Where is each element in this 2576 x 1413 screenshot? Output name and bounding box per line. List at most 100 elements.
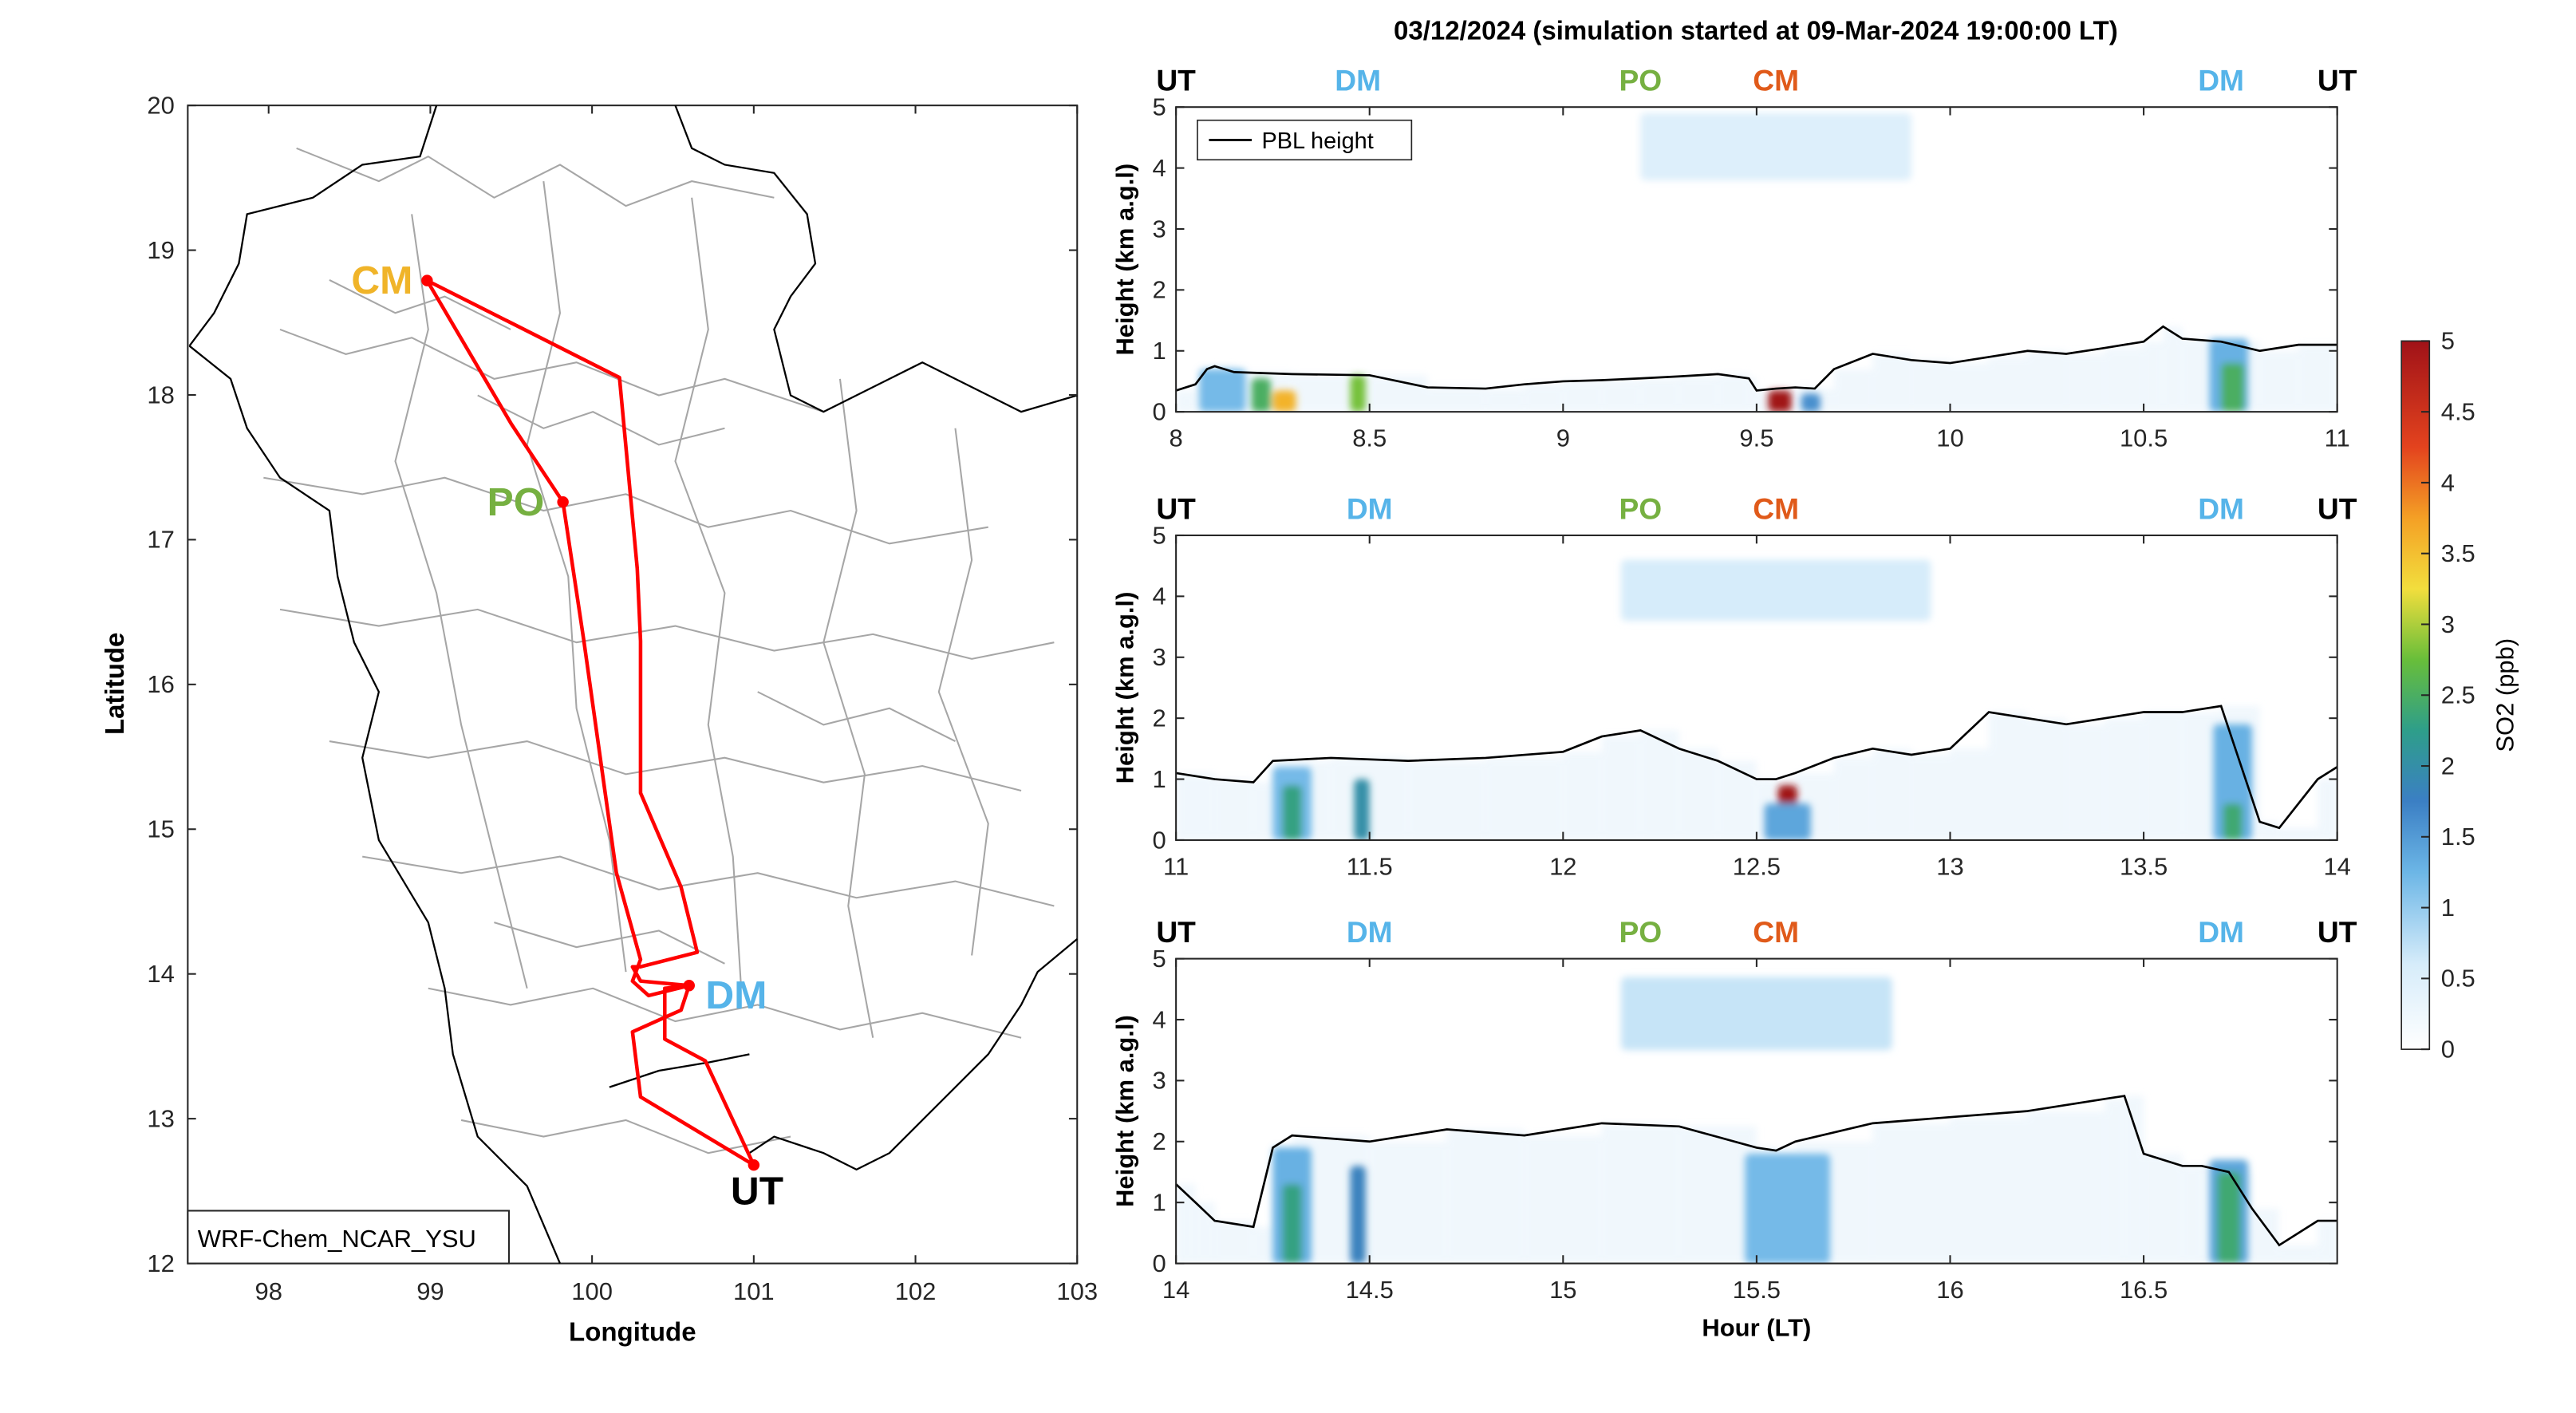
so2-background-cell <box>1525 1135 1602 1263</box>
so2-background-cell <box>1602 736 1641 840</box>
xtick-label: 11.5 <box>1347 852 1393 880</box>
so2-background-cell <box>1525 385 1564 412</box>
model-label: WRF-Chem_NCAR_YSU <box>198 1225 476 1253</box>
ytick-label: 3 <box>1153 215 1166 243</box>
map-axes-frame <box>187 105 1077 1263</box>
colorbar-label: SO2 (ppb) <box>2491 638 2519 752</box>
so2-background-cell <box>1602 1123 1679 1264</box>
ytick-label: 5 <box>1153 945 1166 973</box>
figure-title: 03/12/2024 (simulation started at 09-Mar… <box>1394 16 2118 45</box>
colorbar-tick-label: 1.5 <box>2441 823 2475 851</box>
site-label-dm: DM <box>1335 64 1381 97</box>
so2-background-cell <box>1563 381 1602 412</box>
station-dot-po <box>557 496 568 507</box>
station-label-dm: DM <box>705 973 767 1017</box>
so2-background-cell <box>1718 374 1749 412</box>
xtick-label: 11 <box>1163 852 1189 880</box>
so2-background-cell <box>2144 1154 2183 1264</box>
so2-plume <box>1272 390 1296 412</box>
so2-background-cell <box>1989 712 2028 840</box>
so2-background-cell <box>1989 357 2028 412</box>
so2-background-cell <box>1872 354 1911 412</box>
xtick-label: 12 <box>1549 852 1576 880</box>
so2-background-cell <box>2279 828 2318 840</box>
xtick-label: 10 <box>1936 424 1963 452</box>
so2-background-cell <box>2105 718 2144 840</box>
ytick-label: 0 <box>1153 826 1166 854</box>
map-xtick-label: 103 <box>1056 1277 1098 1305</box>
so2-background-cell <box>1872 1123 1950 1264</box>
curtain-panel-1: 8 8.5 9 9.5 10 10.5 11 0 1 2 3 4 5 Height (km a.g.l) U… <box>1110 64 2357 452</box>
so2-background-cell <box>1563 752 1602 840</box>
xtick-label: 16.5 <box>2120 1276 2168 1304</box>
map-ytick-label: 14 <box>147 960 174 988</box>
map-ytick-label: 19 <box>147 236 174 264</box>
xtick-label: 8 <box>1170 424 1183 452</box>
colorbar-tick-label: 4 <box>2441 468 2455 496</box>
so2-background-cell <box>2028 351 2067 412</box>
so2-background-cell <box>1447 1129 1525 1263</box>
so2-background-cell <box>2144 341 2163 412</box>
xtick-label: 15.5 <box>1733 1276 1781 1304</box>
xtick-label: 16 <box>1936 1276 1963 1304</box>
site-label-cm: CM <box>1753 491 1799 525</box>
site-label-ut: UT <box>2318 64 2357 97</box>
so2-plume <box>1199 369 1245 412</box>
site-label-ut: UT <box>2318 491 2357 525</box>
colorbar-tick-label: 0.5 <box>2441 965 2475 993</box>
so2-background-cell <box>1911 360 1951 412</box>
so2-background-cell <box>2279 1245 2318 1264</box>
site-label-dm: DM <box>2198 64 2244 97</box>
xtick-label: 9.5 <box>1739 424 1773 452</box>
ytick-label: 2 <box>1153 276 1166 304</box>
site-label-dm: DM <box>2198 915 2244 949</box>
map-ytick-label: 12 <box>147 1249 174 1277</box>
xtick-label: 15 <box>1549 1276 1576 1304</box>
ytick-label: 5 <box>1153 93 1166 121</box>
site-label-dm: DM <box>1347 491 1393 525</box>
xtick-label: 11 <box>2325 424 2350 452</box>
map-xtick-label: 102 <box>895 1277 937 1305</box>
map-xlabel: Longitude <box>569 1317 696 1347</box>
so2-background-cell <box>1215 780 1254 840</box>
colorbar-tick-label: 0 <box>2441 1035 2455 1063</box>
station-dot-dm <box>684 980 695 991</box>
map-xtick-label: 101 <box>733 1277 775 1305</box>
so2-background-cell <box>1176 390 1195 412</box>
colorbar-tick-label: 4.5 <box>2441 397 2475 425</box>
map-ytick-label: 20 <box>147 91 174 119</box>
so2-plume <box>1640 113 1911 180</box>
site-label-po: PO <box>1619 915 1662 949</box>
so2-plume <box>1745 1154 1830 1264</box>
so2-background-cell <box>1640 378 1679 412</box>
map-ytick-label: 17 <box>147 526 174 554</box>
so2-background-cell <box>2318 780 2337 840</box>
xtick-label: 14 <box>1162 1276 1189 1304</box>
xtick-label: 10.5 <box>2120 424 2168 452</box>
so2-background-cell <box>2066 724 2105 840</box>
map-ytick-label: 16 <box>147 670 174 698</box>
curtain-panel-3: 14 14.5 15 15.5 16 16.5012345Height (km a.g.l… <box>1110 915 2357 1341</box>
legend-label: PBL height <box>1261 128 1373 154</box>
so2-background-cell <box>2163 326 2182 412</box>
so2-background-cell <box>1253 782 1272 840</box>
so2-background-cell <box>2105 1099 2124 1263</box>
so2-plume <box>1252 378 1271 412</box>
colorbar-tick-label: 2 <box>2441 752 2455 780</box>
so2-background-cell <box>1834 369 1873 412</box>
ytick-label: 0 <box>1153 1249 1166 1277</box>
panel-ylabel: Height (km a.g.l) <box>1110 592 1138 784</box>
station-label-po: PO <box>487 480 545 524</box>
xtick-label: 13.5 <box>2120 852 2168 880</box>
station-dot-cm <box>421 274 432 286</box>
so2-background-cell <box>1834 758 1873 840</box>
so2-background-cell <box>1718 761 1757 840</box>
ytick-label: 5 <box>1153 521 1166 549</box>
site-label-dm: DM <box>1347 915 1393 949</box>
map-xtick-label: 100 <box>571 1277 613 1305</box>
site-label-ut: UT <box>1156 491 1196 525</box>
so2-plume <box>1621 977 1892 1051</box>
so2-background-cell <box>1485 758 1563 840</box>
so2-background-cell <box>2252 1209 2279 1264</box>
